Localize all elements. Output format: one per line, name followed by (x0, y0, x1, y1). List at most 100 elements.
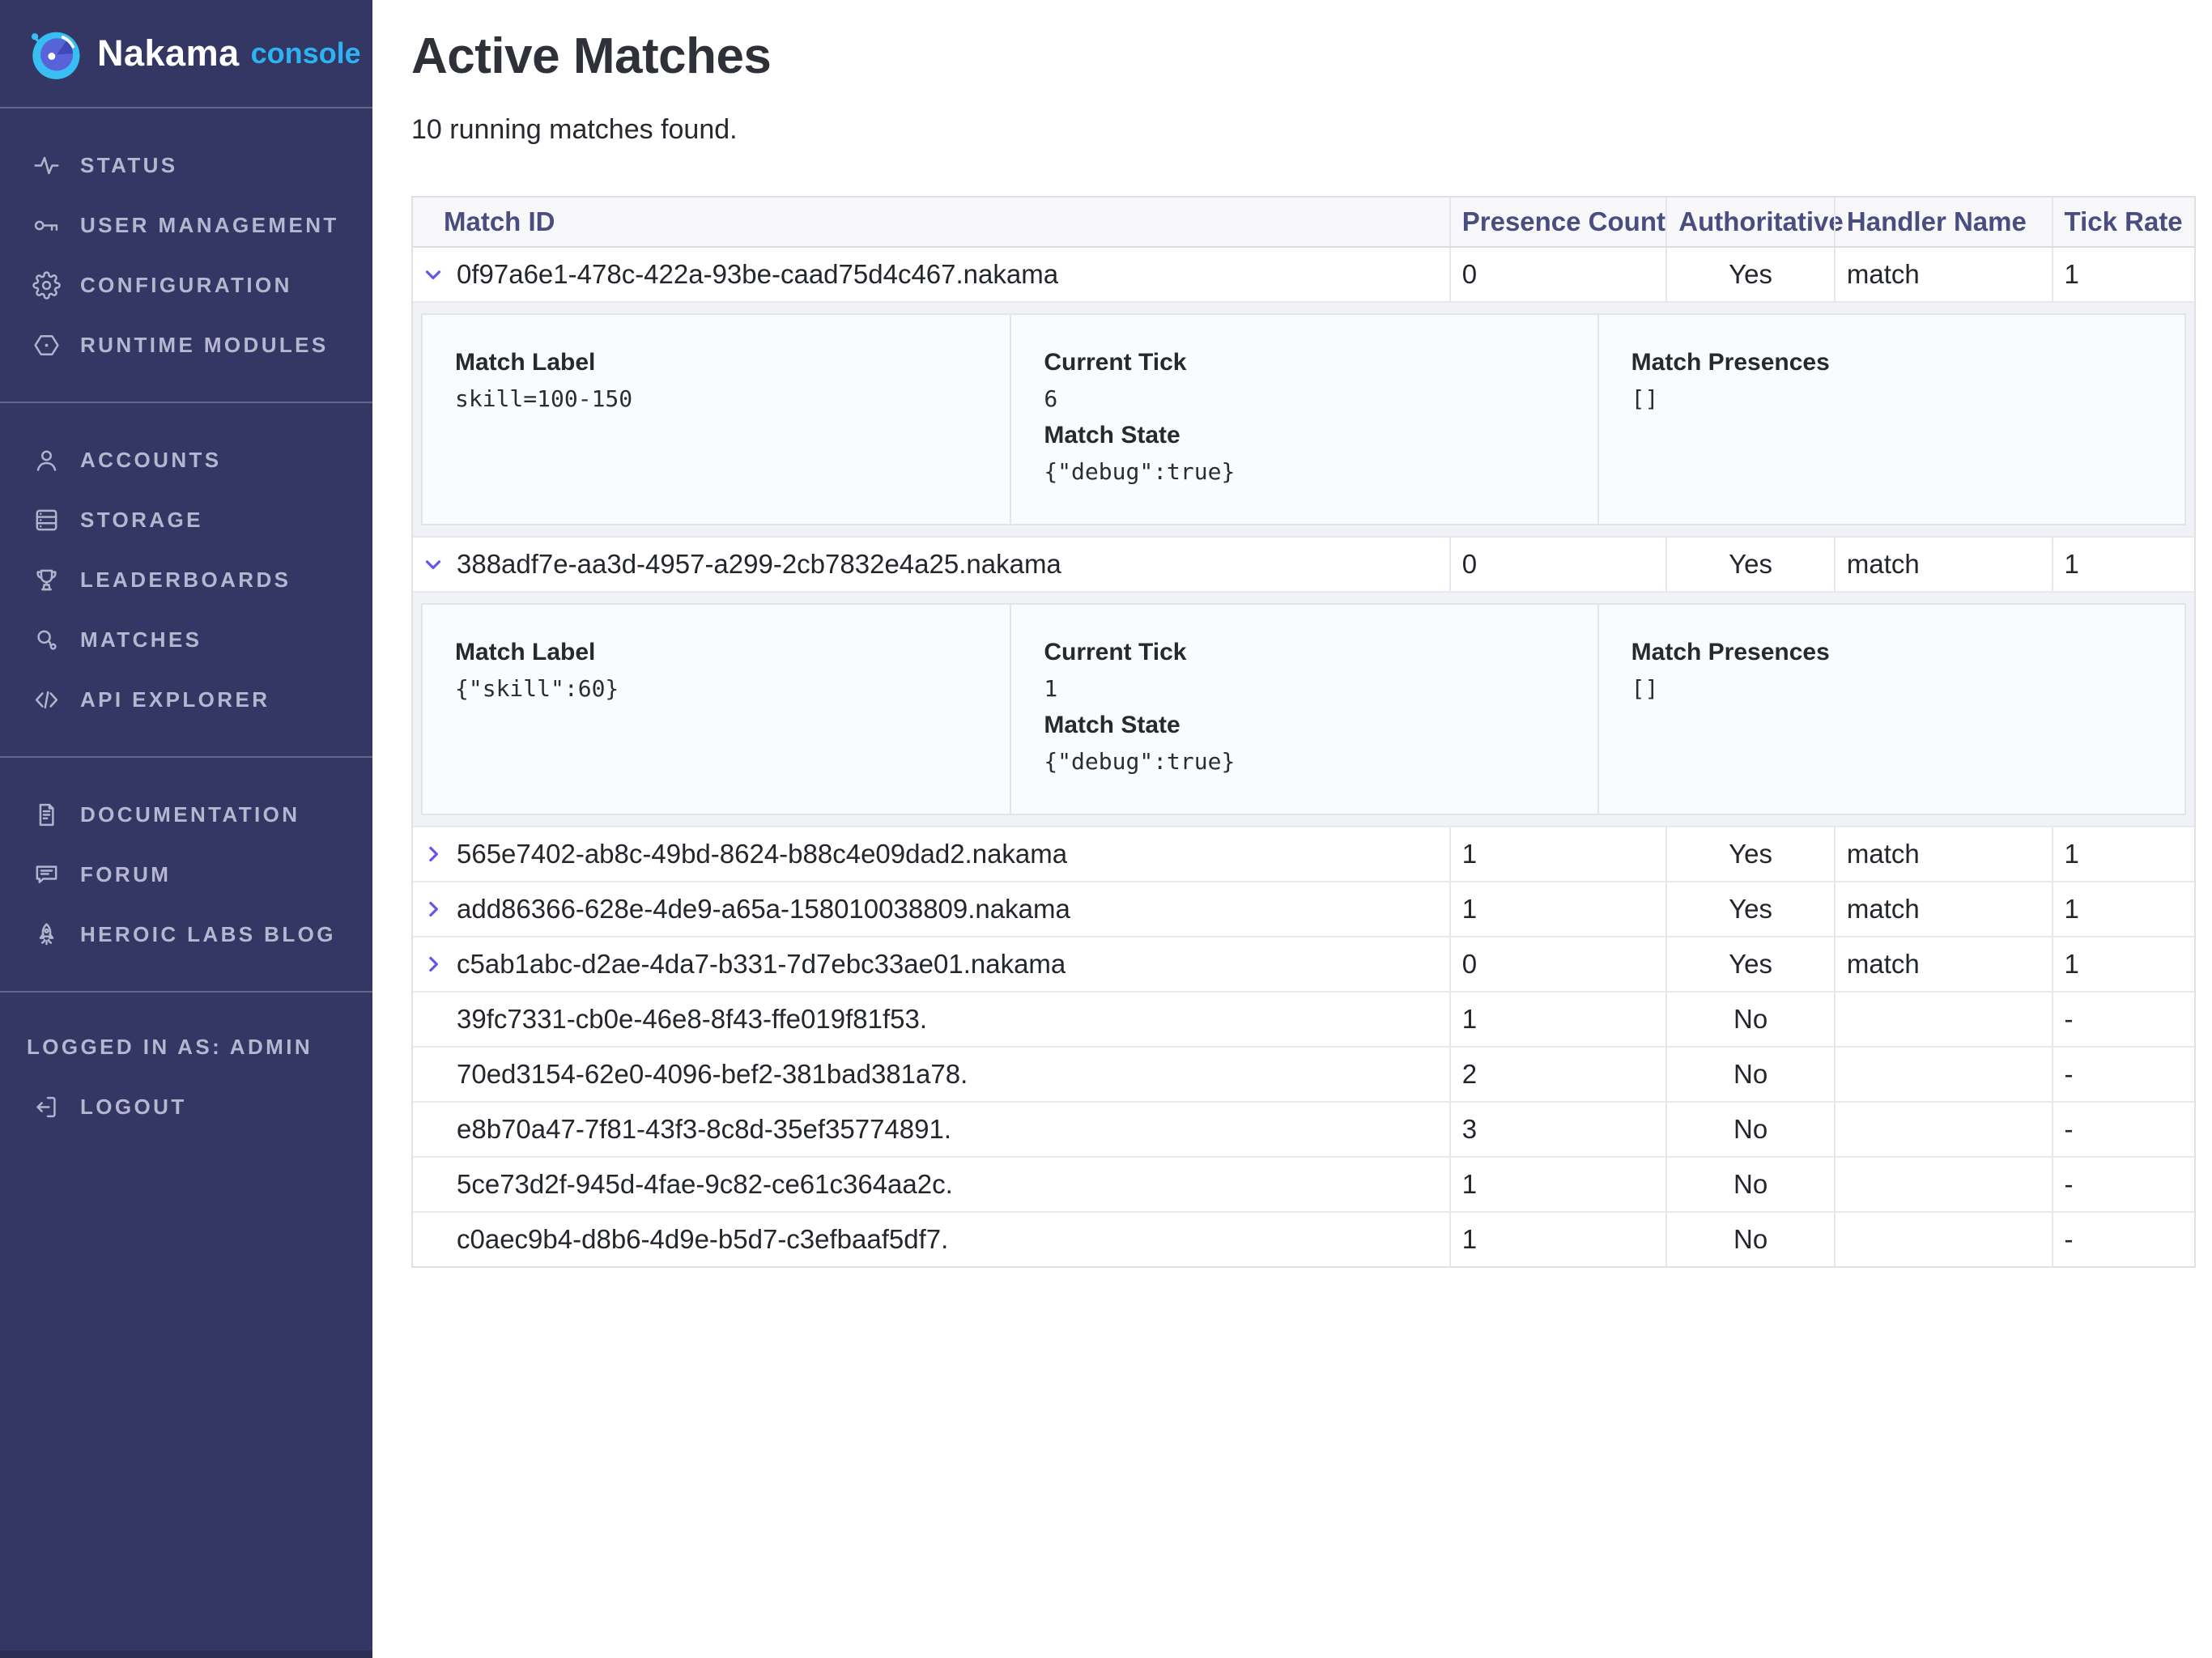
sidebar-item-matches[interactable]: MATCHES (0, 610, 372, 670)
table-row[interactable]: 565e7402-ab8c-49bd-8624-b88c4e09dad2.nak… (413, 826, 2194, 882)
authoritative-cell: Yes (1665, 882, 1834, 937)
match-id-cell: 565e7402-ab8c-49bd-8624-b88c4e09dad2.nak… (413, 827, 1449, 881)
match-id: 565e7402-ab8c-49bd-8624-b88c4e09dad2.nak… (457, 839, 1068, 869)
sidebar-item-user-management[interactable]: USER MANAGEMENT (0, 195, 372, 255)
match-detail-panel: Match Label skill=100-150 Current Tick 6 Mat… (421, 313, 2186, 526)
sidebar-item-label: RUNTIME MODULES (80, 332, 329, 357)
chevron-right-icon[interactable] (421, 952, 445, 976)
sidebar-item-api-explorer[interactable]: API EXPLORER (0, 670, 372, 729)
handler-name-cell (1833, 1048, 2052, 1102)
sidebar-item-label: LEADERBOARDS (80, 567, 291, 592)
sidebar-item-leaderboards[interactable]: LEADERBOARDS (0, 550, 372, 610)
table-row[interactable]: c0aec9b4-d8b6-4d9e-b5d7-c3efbaaf5df7. 1 No… (413, 1211, 2194, 1267)
sidebar-divider (0, 756, 372, 758)
tick-rate-cell: 1 (2051, 248, 2194, 302)
sidebar-section: STATUS USER MANAGEMENT CONFIGURATION RUNTIM… (0, 108, 372, 402)
page-title: Active Matches (411, 28, 772, 84)
logo[interactable]: Nakama console (0, 0, 372, 107)
tick-rate-cell: - (2051, 1158, 2194, 1212)
column-header-handler-name: Handler Name (1833, 198, 2052, 247)
trophy-icon (32, 566, 61, 594)
table-row[interactable]: 5ce73d2f-945d-4fae-9c82-ce61c364aa2c. 1 No… (413, 1156, 2194, 1212)
hexagon-icon (32, 331, 61, 359)
sidebar-item-heroic-labs-blog[interactable]: HEROIC LABS BLOG (0, 904, 372, 964)
authoritative-cell: No (1665, 1103, 1834, 1157)
sidebar: Nakama console STATUS USER MANAGEMENT CONF… (0, 0, 372, 1658)
match-id: 5ce73d2f-945d-4fae-9c82-ce61c364aa2c. (457, 1169, 953, 1200)
chevron-down-icon[interactable] (421, 552, 445, 576)
match-label-column: Match Label skill=100-150 (423, 315, 1010, 524)
tick-rate-cell: - (2051, 1213, 2194, 1267)
table-row[interactable]: 70ed3154-62e0-4096-bef2-381bad381a78. 2 No… (413, 1046, 2194, 1102)
sidebar-item-forum[interactable]: FORUM (0, 844, 372, 904)
sidebar-item-storage[interactable]: STORAGE (0, 490, 372, 550)
table-row[interactable]: 39fc7331-cb0e-46e8-8f43-ffe019f81f53. 1 No… (413, 991, 2194, 1047)
table-body: 0f97a6e1-478c-422a-93be-caad75d4c467.nak… (413, 248, 2194, 1267)
presence-count-cell: 1 (1448, 1158, 1666, 1212)
sidebar-item-label: STATUS (80, 152, 178, 177)
authoritative-cell: No (1665, 1158, 1834, 1212)
presence-count-cell: 1 (1448, 827, 1666, 882)
handler-name-cell: match (1833, 882, 2052, 937)
match-presences-column: Match Presences [] (1597, 315, 2184, 525)
table-row[interactable]: add86366-628e-4de9-a65a-158010038809.nak… (413, 881, 2194, 937)
match-id: 39fc7331-cb0e-46e8-8f43-ffe019f81f53. (457, 1004, 928, 1035)
current-tick-title: Current Tick (1044, 349, 1187, 376)
match-id: 70ed3154-62e0-4096-bef2-381bad381a78. (457, 1059, 968, 1090)
current-tick-title: Current Tick (1044, 639, 1187, 666)
table-row[interactable]: 388adf7e-aa3d-4957-a299-2cb7832e4a25.nak… (413, 536, 2194, 592)
sidebar-item-logout[interactable]: LOGOUT (0, 1077, 372, 1137)
chevron-down-icon[interactable] (421, 262, 445, 287)
handler-name-cell (1833, 1158, 2052, 1212)
match-state-value: {"debug":true} (1044, 748, 1236, 776)
sidebar-item-label: LOGOUT (80, 1094, 187, 1119)
presence-count-cell: 1 (1448, 1213, 1666, 1267)
match-presences-value: [] (1631, 385, 1659, 413)
match-state-value: {"debug":true} (1044, 458, 1236, 486)
gear-icon (32, 270, 61, 300)
table-row[interactable]: 0f97a6e1-478c-422a-93be-caad75d4c467.nak… (413, 248, 2194, 302)
match-detail-row: Match Label {"skill":60} Current Tick 1 Matc… (413, 591, 2194, 827)
match-label-value: skill=100-150 (455, 385, 633, 413)
sidebar-nav: STATUS USER MANAGEMENT CONFIGURATION RUNTIM… (0, 108, 372, 993)
logged-in-as-label: LOGGED IN AS: ADMIN (27, 1034, 313, 1059)
tick-rate-cell: 1 (2051, 538, 2194, 592)
tick-rate-cell: 1 (2051, 827, 2194, 882)
match-presences-title: Match Presences (1631, 639, 1830, 666)
match-id-cell: c5ab1abc-d2ae-4da7-b331-7d7ebc33ae01.nak… (413, 937, 1449, 991)
table-row[interactable]: e8b70a47-7f81-43f3-8c8d-35ef35774891. 3 No… (413, 1101, 2194, 1157)
sidebar-divider (0, 991, 372, 993)
sidebar-footer: LOGGED IN AS: ADMIN LOGOUT (0, 993, 372, 1161)
authoritative-cell: No (1665, 993, 1834, 1047)
match-id-cell: 70ed3154-62e0-4096-bef2-381bad381a78. (413, 1048, 1449, 1101)
sidebar-item-label: HEROIC LABS BLOG (80, 921, 336, 946)
sidebar-item-configuration[interactable]: CONFIGURATION (0, 255, 372, 315)
table-header-row: Match ID Presence Count Authoritative Ha… (413, 198, 2194, 249)
tick-and-state-column: Current Tick 6 Match State {"debug":true} (1010, 315, 1597, 525)
sidebar-item-label: API EXPLORER (80, 687, 270, 712)
match-id: e8b70a47-7f81-43f3-8c8d-35ef35774891. (457, 1114, 952, 1145)
matches-icon (32, 626, 61, 654)
table-row[interactable]: c5ab1abc-d2ae-4da7-b331-7d7ebc33ae01.nak… (413, 936, 2194, 992)
column-header-authoritative: Authoritative (1665, 198, 1844, 247)
match-id: 0f97a6e1-478c-422a-93be-caad75d4c467.nak… (457, 259, 1059, 290)
match-detail-panel: Match Label {"skill":60} Current Tick 1 Matc… (421, 603, 2186, 816)
brand-suffix: console (250, 36, 361, 70)
rocket-icon (32, 920, 61, 949)
match-detail-row: Match Label skill=100-150 Current Tick 6 Mat… (413, 301, 2194, 537)
presence-count-cell: 2 (1448, 1048, 1666, 1102)
chevron-right-icon[interactable] (421, 897, 445, 921)
sidebar-section: ACCOUNTS STORAGE LEADERBOARDS MATCHES API EX… (0, 403, 372, 756)
sidebar-item-documentation[interactable]: DOCUMENTATION (0, 784, 372, 844)
presence-count-cell: 0 (1448, 248, 1666, 302)
sidebar-item-accounts[interactable]: ACCOUNTS (0, 430, 372, 490)
brand-name: Nakama (97, 32, 240, 74)
sidebar-item-status[interactable]: STATUS (0, 135, 372, 195)
tick-and-state-column: Current Tick 1 Match State {"debug":true} (1010, 605, 1597, 814)
match-id-cell: 5ce73d2f-945d-4fae-9c82-ce61c364aa2c. (413, 1158, 1449, 1211)
sidebar-item-runtime-modules[interactable]: RUNTIME MODULES (0, 315, 372, 375)
authoritative-cell: Yes (1665, 827, 1834, 882)
handler-name-cell (1833, 1103, 2052, 1157)
chevron-right-icon[interactable] (421, 842, 445, 866)
